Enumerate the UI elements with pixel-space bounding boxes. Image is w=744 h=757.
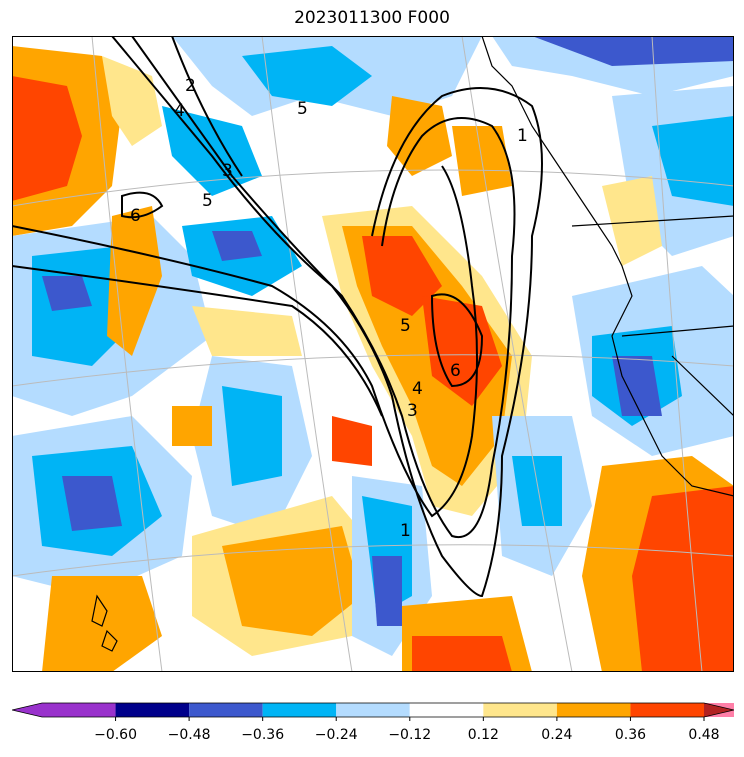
contour-label: 3: [407, 401, 418, 421]
colorbar-bin: [262, 703, 337, 717]
colorbar-bin: [409, 703, 484, 717]
coastlines: [91, 36, 734, 652]
colorbar-outline: [12, 702, 734, 718]
colorbar-tick-label: 0.36: [615, 727, 646, 743]
colorbar-tick-label: −0.36: [241, 727, 284, 743]
contour-label: 6: [130, 206, 141, 226]
contour-label: 5: [297, 99, 308, 119]
anomaly-negative: [162, 106, 262, 196]
anomaly-positive: [42, 576, 162, 672]
anomaly-positive: [632, 486, 734, 672]
contour-label: 5: [400, 316, 411, 336]
colorbar-tick-label: 0.24: [541, 727, 572, 743]
colorbar: −0.60 −0.48 −0.36 −0.24 −0.12 0.12 0.24 0.36 0.4…: [12, 702, 734, 743]
graticule: [12, 36, 734, 672]
anomaly-positive: [332, 416, 372, 466]
contour-labels: 1 2 3 3 4 4 5 5 5 6 6 1: [130, 76, 528, 541]
map-panel: 1 2 3 3 4 4 5 5 5 6 6 1: [12, 36, 734, 672]
anomaly-positive: [12, 76, 82, 201]
colorbar-tick-label: −0.24: [315, 727, 358, 743]
colorbar-bin: [704, 703, 734, 717]
anomaly-negative: [62, 476, 122, 531]
anomaly-positive: [222, 526, 362, 636]
colorbar-bin: [556, 703, 631, 717]
anomaly-negative: [372, 556, 402, 626]
contour-label: 2: [185, 76, 196, 96]
anomaly-positive: [387, 96, 452, 176]
contour-label: 3: [222, 161, 233, 181]
anomaly-positive: [192, 306, 302, 356]
colorbar-ticks: −0.60 −0.48 −0.36 −0.24 −0.12 0.12 0.24 0.36 0.4…: [94, 717, 720, 743]
contour-label: 4: [174, 101, 185, 121]
contour-lines: [12, 36, 543, 598]
anomaly-negative: [512, 456, 562, 526]
colorbar-bin: [12, 703, 116, 717]
anomaly-negative: [222, 386, 282, 486]
anomaly-positive: [172, 406, 212, 446]
colorbar-bin: [115, 703, 190, 717]
map-title: 2023011300 F000: [294, 8, 450, 28]
anomaly-positive: [422, 296, 502, 406]
colorbar-bin: [483, 703, 557, 717]
colorbar-tick-label: 0.48: [688, 727, 719, 743]
colorbar-bin: [336, 703, 410, 717]
contour-label: 5: [202, 191, 213, 211]
colorbar-tick-label: 0.12: [468, 727, 499, 743]
anomaly-negative: [612, 356, 662, 416]
colorbar-tick-label: −0.60: [94, 727, 137, 743]
contour-label: 1: [517, 126, 528, 146]
anomaly-negative: [212, 231, 262, 261]
colorbar-tick-label: −0.12: [388, 727, 431, 743]
colorbar-tick-label: −0.48: [168, 727, 211, 743]
contour-label: 6: [450, 361, 461, 381]
anomaly-field: [12, 36, 734, 672]
anomaly-positive: [602, 176, 662, 266]
anomaly-negative: [532, 36, 734, 66]
colorbar-bins: [12, 702, 734, 718]
contour-label: 4: [412, 379, 423, 399]
contour-label: 1: [400, 521, 411, 541]
colorbar-bin: [630, 703, 704, 717]
anomaly-positive: [412, 636, 512, 672]
colorbar-bin: [189, 703, 263, 717]
anomaly-negative: [42, 276, 92, 311]
anomaly-negative: [242, 46, 372, 106]
